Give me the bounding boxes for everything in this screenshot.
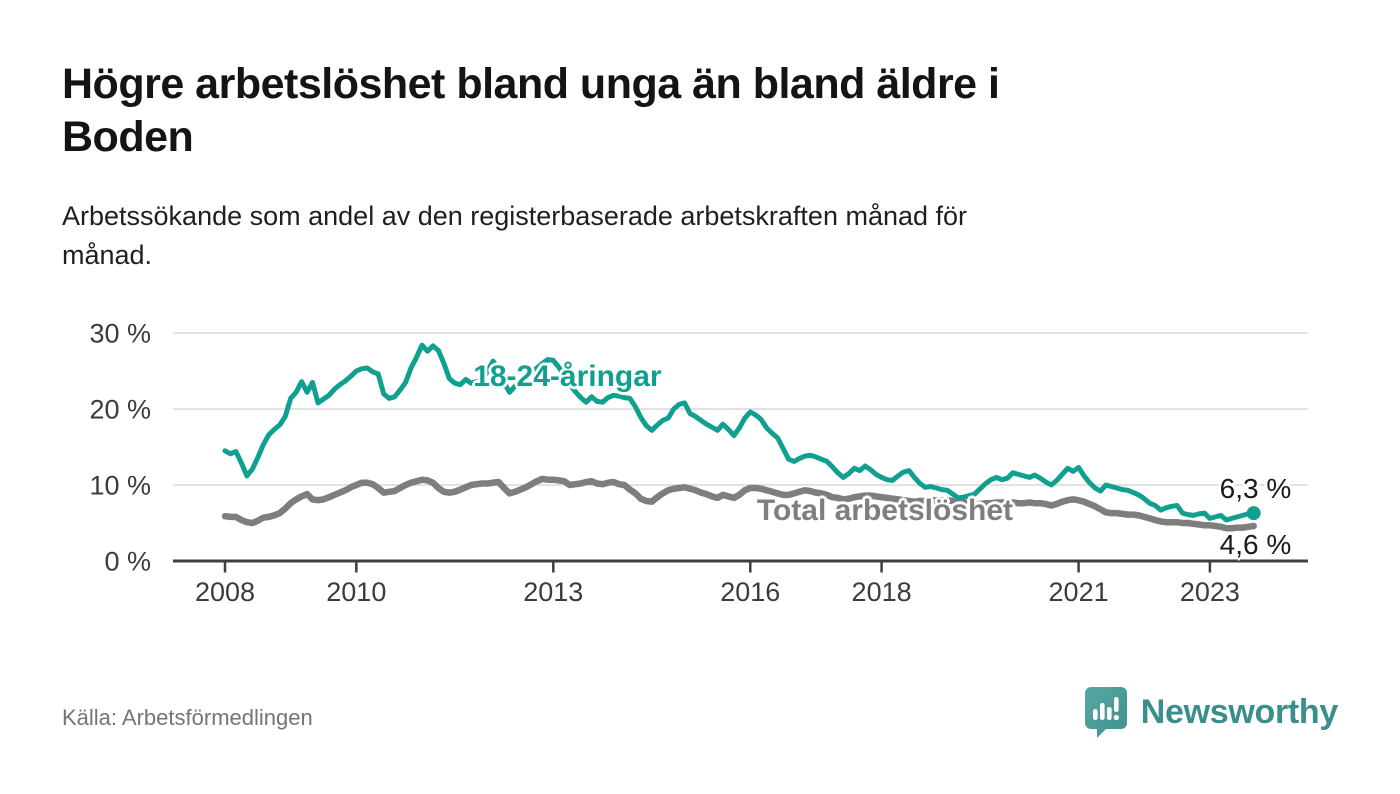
- x-tick-label: 2023: [1180, 577, 1240, 607]
- y-tick-label: 0 %: [104, 547, 151, 577]
- series-label-youth: 18-24-åringar: [473, 360, 662, 394]
- page-subtitle: Arbetssökande som andel av den registerb…: [62, 197, 1262, 275]
- x-tick-label: 2013: [523, 577, 583, 607]
- x-tick-label: 2010: [326, 577, 386, 607]
- series-line-youth: [222, 342, 1257, 523]
- end-value-label-total: 4,6 %: [1219, 529, 1292, 561]
- x-tick-label: 2018: [852, 577, 912, 607]
- brand-name: Newsworthy: [1140, 692, 1339, 731]
- series-line-total: [221, 475, 1257, 532]
- x-tick-label: 2008: [195, 577, 255, 607]
- page-title-line2: Boden: [62, 113, 194, 161]
- newsworthy-pin-bar-chart-icon: [1084, 687, 1127, 738]
- source-note: Källa: Arbetsförmedlingen: [62, 705, 313, 730]
- page-title: Högre arbetslöshet bland unga än bland ä…: [62, 58, 1242, 164]
- x-tick-label: 2021: [1049, 577, 1109, 607]
- brand-logo: Newsworthy: [1084, 686, 1338, 738]
- end-value-label-youth: 6,3 %: [1219, 473, 1292, 505]
- x-tick-label: 2016: [720, 577, 780, 607]
- series-end-dot: [1246, 506, 1261, 521]
- page-subtitle-line2: månad.: [62, 240, 153, 270]
- page-title-line1: Högre arbetslöshet bland unga än bland ä…: [62, 60, 1000, 108]
- y-tick-label: 30 %: [89, 319, 151, 349]
- page-subtitle-line1: Arbetssökande som andel av den registerb…: [62, 201, 968, 231]
- y-tick-label: 20 %: [89, 395, 151, 425]
- y-tick-label: 10 %: [89, 471, 151, 501]
- series-label-total: Total arbetslöshet: [756, 493, 1014, 527]
